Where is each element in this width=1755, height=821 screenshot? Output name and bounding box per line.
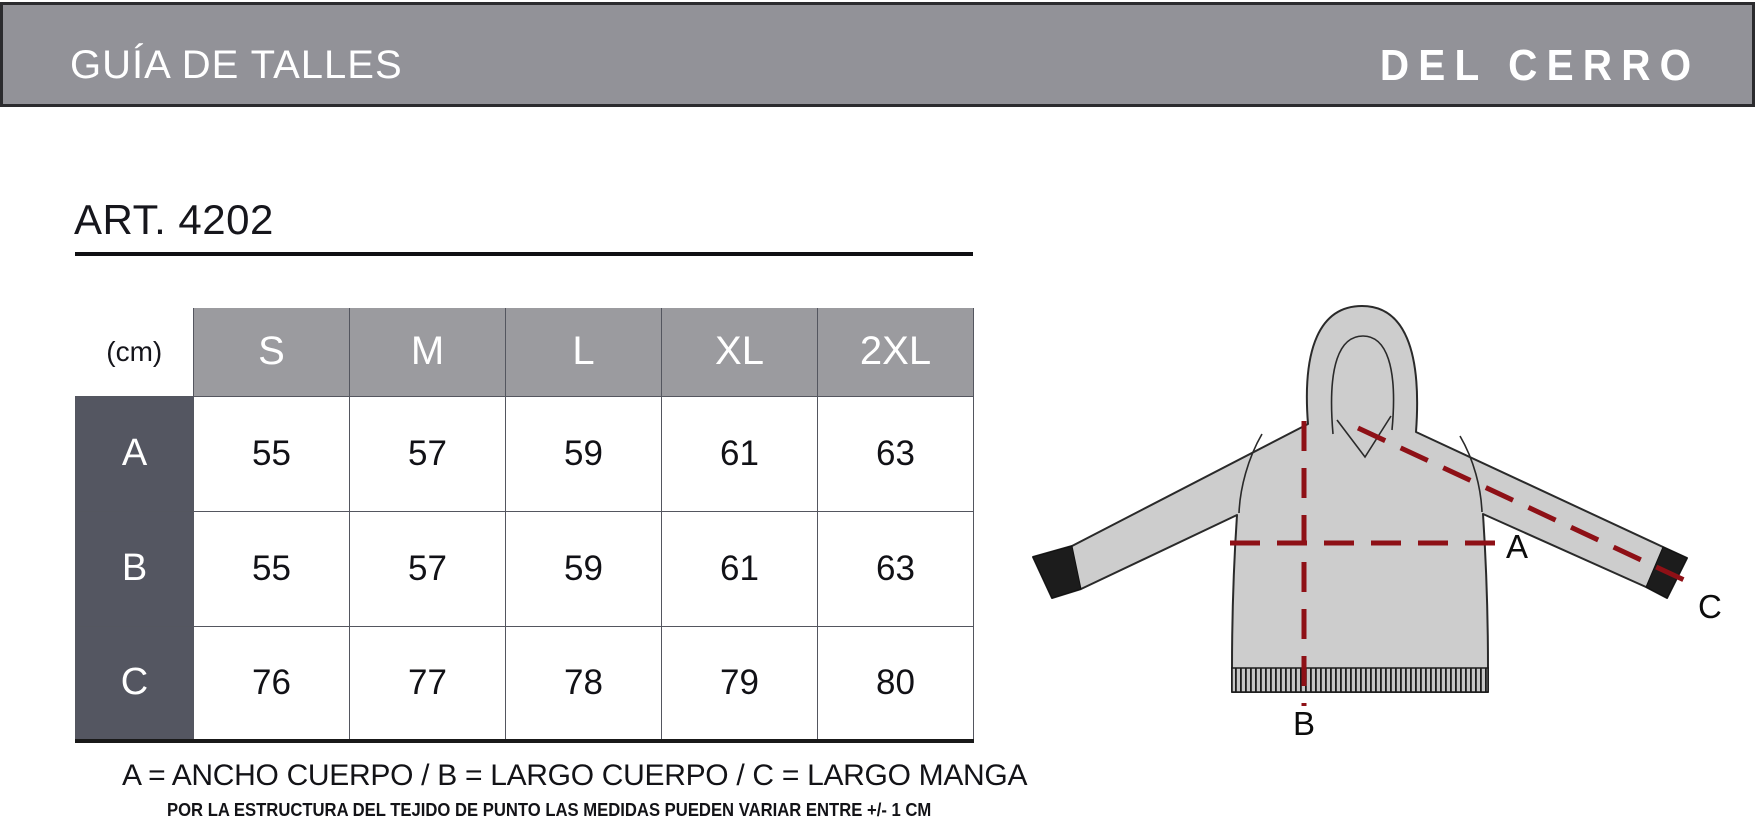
right-armhole-seam: [1459, 435, 1483, 513]
column-header-l: L: [505, 308, 662, 397]
value-cell: 61: [661, 395, 818, 512]
column-header-2xl: 2XL: [817, 308, 974, 397]
measure-label-b: B: [1293, 705, 1315, 742]
article-title: ART. 4202: [74, 196, 274, 243]
value-cell: 76: [193, 625, 350, 743]
article-underline: [75, 252, 973, 256]
table-row-c: C 76 77 78 79 80: [75, 625, 974, 743]
measure-line-c: [1356, 425, 1699, 589]
value-cell: 57: [349, 510, 506, 627]
header-banner: GUÍA DE TALLES DEL CERRO: [0, 2, 1755, 107]
table-row-a: A 55 57 59 61 63: [75, 395, 974, 512]
hood-opening: [1330, 335, 1395, 435]
value-cell: 59: [505, 510, 662, 627]
left-armhole-seam: [1238, 433, 1263, 514]
value-cell: 63: [817, 510, 974, 627]
value-cell: 57: [349, 395, 506, 512]
value-cell: 55: [193, 395, 350, 512]
legend-disclaimer: POR LA ESTRUCTURA DEL TEJIDO DE PUNTO LA…: [167, 799, 932, 820]
legend-measures: A = ANCHO CUERPO / B = LARGO CUERPO / C …: [122, 759, 1028, 792]
measure-label-a: A: [1506, 528, 1528, 565]
value-cell: 79: [661, 625, 818, 743]
hood-neck-v: [1336, 415, 1392, 459]
value-cell: 55: [193, 510, 350, 627]
brand-logo: DEL CERRO: [1379, 40, 1700, 90]
page-title: GUÍA DE TALLES: [70, 43, 403, 87]
value-cell: 61: [661, 510, 818, 627]
table-row-b: B 55 57 59 61 63: [75, 510, 974, 627]
column-header-s: S: [193, 308, 350, 397]
table-header-row: (cm) S M L XL 2XL: [75, 308, 974, 397]
row-label-b: B: [75, 510, 194, 627]
row-label-c: C: [75, 625, 194, 743]
row-label-a: A: [75, 395, 194, 512]
column-header-xl: XL: [661, 308, 818, 397]
column-header-m: M: [349, 308, 506, 397]
measure-label-c: C: [1698, 588, 1722, 625]
hoodie-outline: [1032, 305, 1688, 693]
value-cell: 80: [817, 625, 974, 743]
value-cell: 77: [349, 625, 506, 743]
value-cell: 78: [505, 625, 662, 743]
unit-label-cell: (cm): [75, 308, 194, 396]
hem-ribbing: [1231, 667, 1489, 693]
size-table: (cm) S M L XL 2XL A 55 57 59 61 63 B 55 …: [75, 308, 974, 743]
left-cuff: [1032, 545, 1082, 599]
value-cell: 59: [505, 395, 662, 512]
hoodie-diagram: A B C: [1032, 305, 1722, 742]
